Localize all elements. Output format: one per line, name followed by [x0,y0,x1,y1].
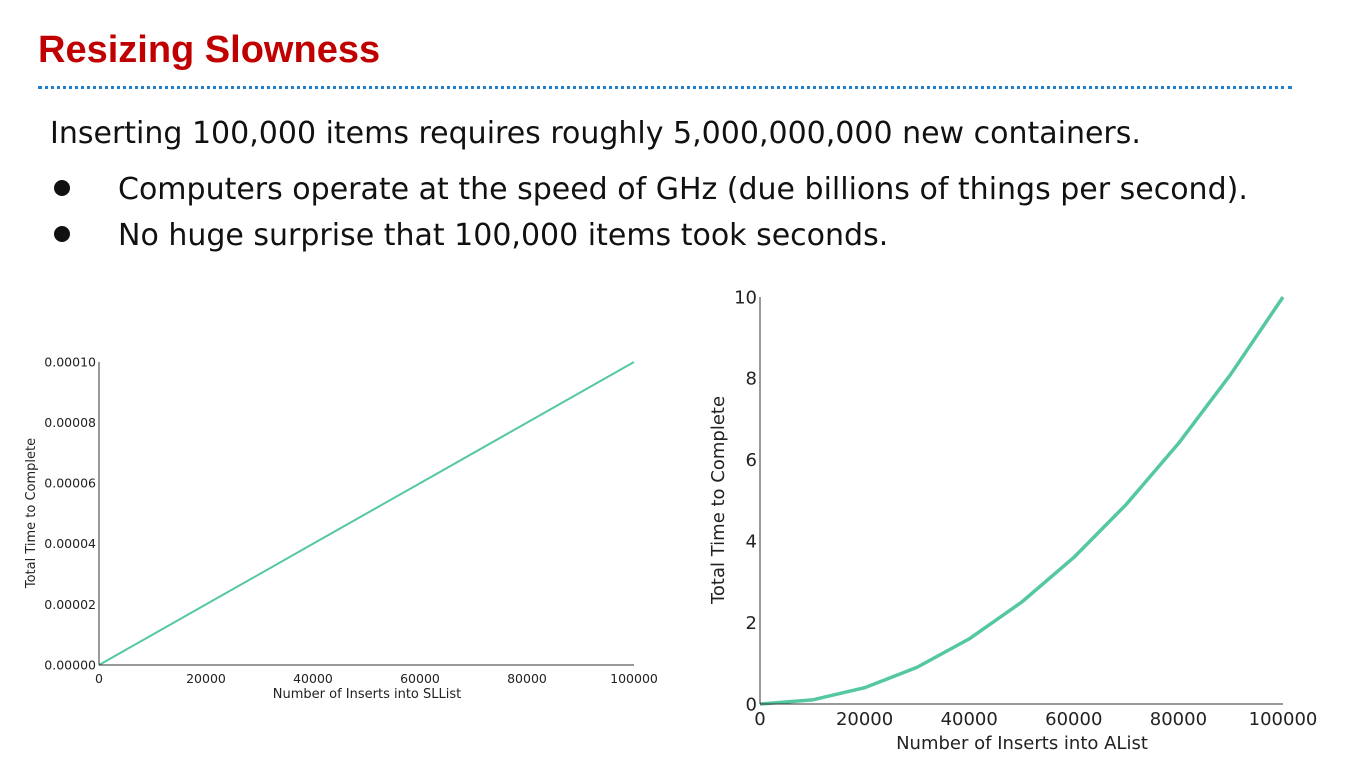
y-tick-label: 6 [746,450,757,471]
y-tick-labels: 0 2 4 6 8 10 [734,287,757,715]
x-tick-labels: 0 20000 40000 60000 80000 100000 [754,709,1317,730]
sllist-series-line [98,361,635,666]
x-axis-label: Number of Inserts into SLList [273,687,461,702]
y-tick-label: 0.00000 [44,657,96,672]
y-tick-label: 0.00006 [44,476,96,491]
bullet-item: Computers operate at the speed of GHz (d… [50,167,1248,213]
y-tick-label: 2 [746,613,757,634]
x-tick-label: 40000 [941,709,998,730]
x-tick-label: 20000 [186,671,226,686]
x-tick-label: 0 [754,709,765,730]
x-tick-label: 100000 [1249,709,1318,730]
x-tick-label: 80000 [1150,709,1207,730]
y-tick-label: 0.00004 [44,536,96,551]
slide-title: Resizing Slowness [38,29,381,71]
x-tick-label: 0 [95,671,103,686]
sllist-chart: 0 20000 40000 60000 80000 100000 0.000000.000… [24,354,658,702]
alist-series-group [759,296,1285,706]
y-axis-label: Total Time to Complete [24,438,39,589]
y-tick-labels: 0.00000 0.00002 0.00004 0.00006 0.00008 0.000… [44,354,96,672]
y-tick-label: 0.00002 [44,597,96,612]
bullet-text: Computers operate at the speed of GHz (d… [118,172,1248,207]
alist-series-line [759,296,1285,706]
bullet-icon [54,179,70,196]
bullet-text: No huge surprise that 100,000 items took… [118,218,889,253]
y-tick-label: 8 [746,369,757,390]
body-text: Inserting 100,000 items requires roughly… [50,116,1141,151]
alist-chart: 0 20000 40000 60000 80000 100000 0 2 4 6 8 10 Numb… [708,287,1317,754]
x-tick-label: 80000 [507,671,547,686]
y-tick-label: 0.00010 [44,354,96,369]
y-tick-label: 10 [734,287,757,308]
x-axis-label: Number of Inserts into AList [896,733,1148,754]
x-tick-label: 100000 [610,671,658,686]
x-tick-labels: 0 20000 40000 60000 80000 100000 [95,671,658,686]
y-tick-label: 0 [746,694,757,715]
bullet-list: Computers operate at the speed of GHz (d… [50,167,1248,259]
y-tick-label: 0.00008 [44,415,96,430]
y-tick-label: 4 [746,532,757,553]
y-axis-label: Total Time to Complete [708,396,729,605]
bullet-item: No huge surprise that 100,000 items took… [50,213,1248,259]
x-tick-label: 40000 [293,671,333,686]
sllist-series-group [98,361,635,666]
title-divider [38,86,1292,89]
bullet-icon [54,225,70,242]
x-tick-label: 60000 [1045,709,1102,730]
x-tick-label: 60000 [400,671,440,686]
x-tick-label: 20000 [836,709,893,730]
